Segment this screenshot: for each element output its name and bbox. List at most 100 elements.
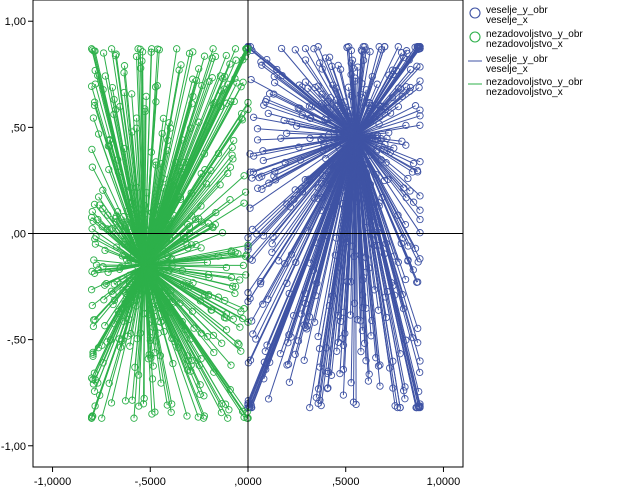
data-point xyxy=(241,52,250,61)
data-point xyxy=(382,239,390,248)
data-point xyxy=(186,335,195,343)
data-point xyxy=(111,214,119,223)
data-point xyxy=(346,311,355,319)
spoke-line xyxy=(143,173,202,266)
data-point xyxy=(145,236,153,244)
data-point xyxy=(101,72,110,80)
data-point xyxy=(243,48,251,56)
spoke-line xyxy=(274,82,356,137)
data-point xyxy=(358,276,367,284)
legend-marker-icon xyxy=(469,31,481,43)
data-point xyxy=(376,224,384,232)
spoke-line xyxy=(144,184,221,266)
data-point xyxy=(324,367,332,375)
data-point xyxy=(368,133,377,141)
data-point xyxy=(326,180,334,188)
data-point xyxy=(360,163,368,172)
data-point xyxy=(242,271,250,279)
data-point xyxy=(356,161,364,170)
x-tick-label: -,5000 xyxy=(135,476,166,488)
data-point xyxy=(204,270,213,279)
data-point xyxy=(336,65,345,74)
data-point xyxy=(263,341,271,349)
data-point xyxy=(372,133,380,141)
data-point xyxy=(113,208,122,216)
data-point xyxy=(264,395,273,403)
spoke-line xyxy=(355,135,394,389)
spoke-line xyxy=(247,135,356,364)
data-point xyxy=(189,48,197,56)
data-point xyxy=(151,256,160,264)
data-point xyxy=(233,79,241,87)
data-point xyxy=(149,323,157,331)
data-point xyxy=(409,198,418,206)
data-point xyxy=(357,317,365,325)
data-point xyxy=(366,202,374,210)
data-point xyxy=(150,285,159,294)
data-point xyxy=(121,223,129,231)
data-point xyxy=(192,240,200,249)
spoke-line xyxy=(274,135,356,172)
data-point xyxy=(285,289,293,298)
spoke-line xyxy=(144,264,246,276)
data-point xyxy=(346,164,354,172)
data-point xyxy=(414,339,422,347)
data-point xyxy=(318,65,326,73)
data-point xyxy=(346,152,355,160)
spoke-line xyxy=(144,264,243,320)
data-point xyxy=(128,128,136,136)
data-point xyxy=(376,382,384,390)
data-point xyxy=(223,99,231,107)
data-point xyxy=(201,291,209,299)
data-point xyxy=(107,399,116,407)
data-point xyxy=(390,291,399,299)
data-point xyxy=(310,194,318,202)
data-point xyxy=(211,52,220,61)
spoke-line xyxy=(143,70,180,266)
data-point xyxy=(366,48,374,56)
spoke-line xyxy=(92,220,145,266)
data-point xyxy=(108,224,116,233)
data-point xyxy=(184,366,192,374)
data-point xyxy=(90,269,99,277)
data-point xyxy=(416,121,424,129)
data-point xyxy=(323,116,331,124)
data-point xyxy=(416,357,424,365)
data-point xyxy=(178,266,187,275)
data-point xyxy=(238,116,247,124)
data-point xyxy=(416,229,424,237)
data-point xyxy=(314,43,322,51)
data-point xyxy=(150,272,159,281)
data-point xyxy=(254,184,262,192)
data-point xyxy=(246,356,255,364)
data-point xyxy=(210,368,218,376)
data-point xyxy=(231,74,239,83)
data-point xyxy=(234,250,242,258)
data-point xyxy=(98,414,106,422)
data-point xyxy=(228,143,236,152)
data-point xyxy=(303,325,311,333)
data-point xyxy=(374,362,383,370)
data-point xyxy=(142,92,150,101)
data-point xyxy=(189,92,197,101)
data-point xyxy=(303,322,312,330)
data-point xyxy=(218,400,226,408)
data-point xyxy=(91,402,99,410)
data-point xyxy=(203,122,211,130)
spoke-line xyxy=(343,135,356,313)
data-point xyxy=(226,60,234,68)
data-point xyxy=(350,252,358,260)
data-point xyxy=(301,44,310,53)
data-point xyxy=(295,143,303,151)
data-point xyxy=(283,129,291,137)
data-point xyxy=(387,279,396,287)
data-point xyxy=(319,171,327,180)
data-point xyxy=(147,257,156,265)
data-point xyxy=(155,292,163,300)
data-point xyxy=(105,136,113,145)
data-point xyxy=(89,380,98,388)
data-point xyxy=(147,148,155,156)
data-point xyxy=(197,244,205,252)
data-point xyxy=(375,43,383,51)
spoke-line xyxy=(355,69,411,137)
